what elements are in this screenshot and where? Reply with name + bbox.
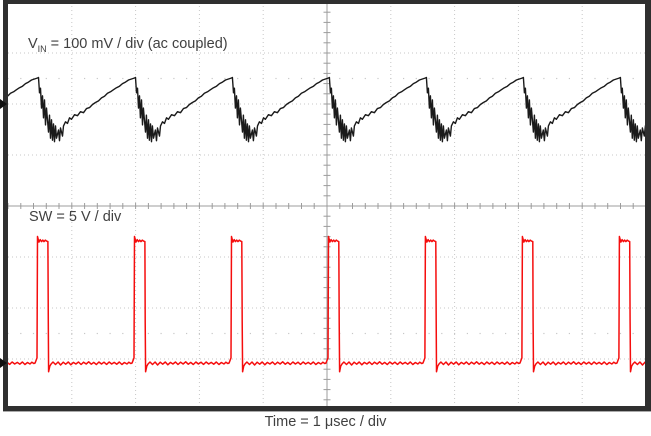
sw-trace-label: SW = 5 V / div [29,209,122,225]
vin-trace-label: VIN = 100 mV / div (ac coupled) [28,36,228,54]
sw-waveform-trace [7,235,646,373]
scope-border [3,0,651,412]
ch1-reference-arrow-icon [0,99,7,109]
vin-waveform-trace [7,76,646,143]
ch2-reference-arrow-icon [0,358,7,368]
time-axis-label: Time = 1 μsec / div [264,414,387,430]
vin-scale-text: = 100 mV / div (ac coupled) [50,36,228,52]
waveforms [7,76,646,373]
vin-subscript: IN [37,43,47,54]
scope-graticule [0,0,651,412]
vin-symbol: V [28,36,38,52]
